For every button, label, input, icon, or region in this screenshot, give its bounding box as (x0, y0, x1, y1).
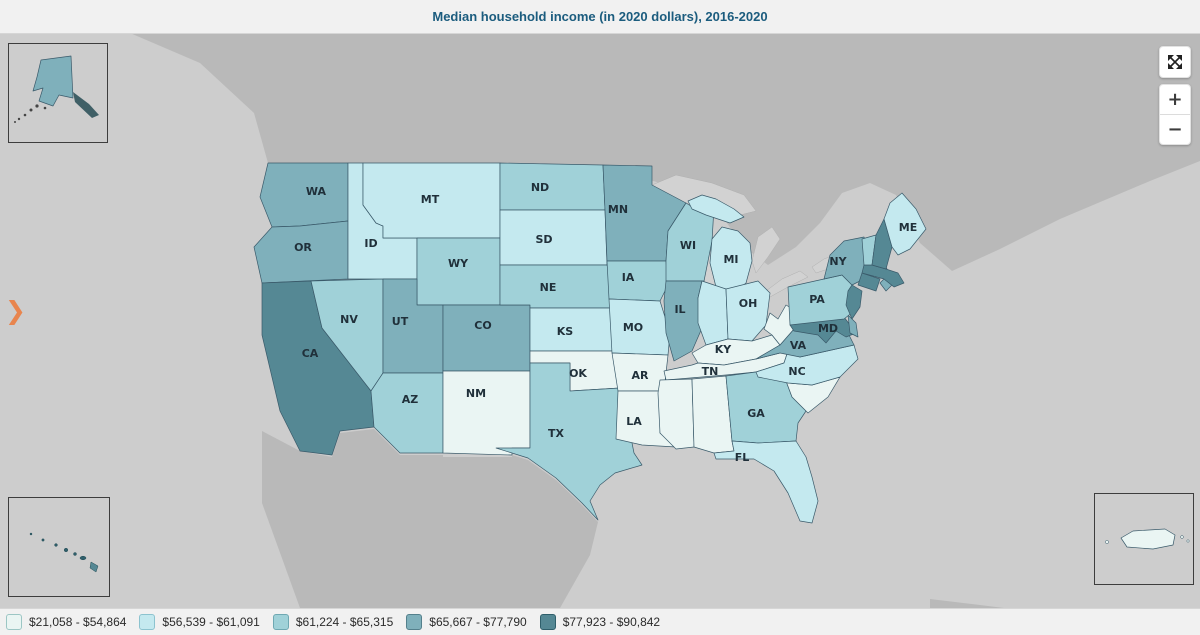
lake-huron (751, 226, 781, 274)
state-MT[interactable] (362, 162, 501, 239)
map-canvas[interactable]: WA OR CA NV ID MT WY UT CO AZ NM ND SD NE KS OK TX MN IA MO… (0, 33, 1200, 608)
zoom-in-button[interactable]: + (1160, 85, 1190, 114)
legend-swatch-2 (139, 614, 156, 630)
state-HI[interactable] (29, 532, 99, 573)
state-CT[interactable] (857, 272, 881, 292)
zoom-control: + − (1159, 84, 1191, 145)
legend-label-4: $65,667 - $77,790 (429, 615, 527, 629)
hawaii-inset[interactable] (8, 497, 110, 597)
legend-swatch-5 (539, 614, 556, 630)
state-SD[interactable] (499, 209, 608, 266)
legend: $21,058 - $54,864 $56,539 - $61,091 $61,22… (0, 608, 1200, 635)
fullscreen-button[interactable] (1159, 46, 1191, 78)
state-FL[interactable] (713, 440, 819, 524)
state-NH[interactable] (871, 218, 893, 270)
state-DE[interactable] (847, 314, 859, 338)
legend-item-4[interactable]: $65,667 - $77,790 (406, 614, 527, 630)
states-layer (253, 162, 927, 524)
state-NE[interactable] (499, 264, 619, 309)
legend-item-3[interactable]: $61,224 - $65,315 (272, 614, 394, 630)
legend-label-3: $61,224 - $65,315 (295, 615, 394, 629)
state-PR[interactable] (1120, 528, 1176, 550)
mexico-landmass (262, 429, 598, 608)
legend-swatch-1 (6, 614, 22, 630)
baja-peninsula (286, 465, 352, 599)
state-MI[interactable] (687, 194, 753, 292)
state-MO[interactable] (608, 298, 671, 356)
legend-swatch-4 (406, 614, 423, 630)
canada-landmass (130, 33, 1200, 271)
puerto-rico-inset[interactable] (1094, 493, 1194, 585)
alaska-panhandle (73, 92, 99, 118)
header: Median household income (in 2020 dollars… (0, 0, 1200, 34)
state-NM[interactable] (442, 370, 531, 456)
state-NC[interactable] (755, 344, 859, 386)
state-TX[interactable] (495, 362, 643, 521)
caribbean-island (930, 599, 1004, 608)
pr-small-islands (1105, 535, 1190, 544)
alaska-inset[interactable] (8, 43, 108, 143)
legend-item-5[interactable]: $77,923 - $90,842 (539, 614, 661, 630)
legend-swatch-3 (272, 614, 289, 630)
legend-label-2: $56,539 - $61,091 (162, 615, 260, 629)
expand-arrows-icon (1168, 55, 1182, 69)
legend-item-1[interactable]: $21,058 - $54,864 (6, 614, 126, 630)
lake-erie (765, 270, 809, 298)
page-title: Median household income (in 2020 dollars… (432, 9, 768, 24)
state-IA[interactable] (606, 260, 669, 302)
state-NJ[interactable] (845, 284, 863, 320)
state-KS[interactable] (529, 307, 621, 352)
state-ND[interactable] (499, 162, 606, 211)
aleutian-islands (14, 104, 47, 123)
state-IN[interactable] (697, 280, 729, 346)
state-CO[interactable] (442, 304, 531, 372)
legend-label-5: $77,923 - $90,842 (562, 615, 661, 629)
legend-item-2[interactable]: $56,539 - $61,091 (139, 614, 260, 630)
next-arrow[interactable]: ❯ (5, 296, 26, 325)
legend-label-1: $21,058 - $54,864 (29, 615, 127, 629)
state-WA[interactable] (259, 162, 349, 228)
zoom-out-button[interactable]: − (1160, 115, 1190, 144)
state-AK[interactable] (32, 55, 74, 107)
state-WY[interactable] (416, 237, 501, 306)
state-ME[interactable] (883, 192, 927, 256)
zoom-divider (1160, 114, 1190, 115)
